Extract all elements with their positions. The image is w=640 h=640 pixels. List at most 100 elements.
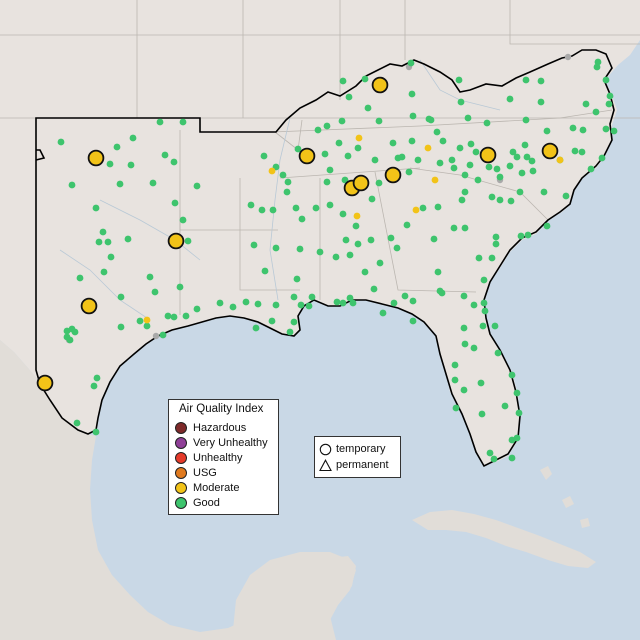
- monitor-marker-good[interactable]: [375, 179, 383, 187]
- monitor-marker-good[interactable]: [57, 138, 65, 146]
- monitor-marker-good[interactable]: [117, 323, 125, 331]
- monitor-marker-moderate-temporary[interactable]: [541, 142, 559, 160]
- monitor-marker-good[interactable]: [501, 402, 509, 410]
- monitor-marker-good[interactable]: [450, 224, 458, 232]
- monitor-marker-good[interactable]: [493, 165, 501, 173]
- monitor-marker-good[interactable]: [171, 199, 179, 207]
- monitor-marker-good[interactable]: [323, 178, 331, 186]
- monitor-marker-good[interactable]: [409, 297, 417, 305]
- monitor-marker-good[interactable]: [106, 160, 114, 168]
- monitor-marker-good[interactable]: [461, 171, 469, 179]
- monitor-marker-good[interactable]: [433, 128, 441, 136]
- monitor-marker-good[interactable]: [461, 224, 469, 232]
- monitor-marker-moderate-temporary[interactable]: [371, 76, 389, 94]
- monitor-marker-good[interactable]: [100, 268, 108, 276]
- monitor-marker-good[interactable]: [494, 349, 502, 357]
- monitor-marker-good[interactable]: [268, 317, 276, 325]
- monitor-marker-good[interactable]: [478, 410, 486, 418]
- monitor-marker-good[interactable]: [508, 371, 516, 379]
- monitor-marker-good[interactable]: [506, 162, 514, 170]
- monitor-marker-good[interactable]: [488, 254, 496, 262]
- monitor-marker-good[interactable]: [523, 153, 531, 161]
- monitor-marker-good[interactable]: [354, 240, 362, 248]
- monitor-marker-good[interactable]: [254, 300, 262, 308]
- monitor-marker-good[interactable]: [308, 293, 316, 301]
- monitor-marker-good[interactable]: [602, 125, 610, 133]
- monitor-marker-moderate-temporary[interactable]: [479, 146, 497, 164]
- monitor-marker-moderate[interactable]: [424, 144, 432, 152]
- monitor-marker-good[interactable]: [71, 328, 79, 336]
- monitor-marker-good[interactable]: [496, 173, 504, 181]
- monitor-marker-good[interactable]: [136, 317, 144, 325]
- monitor-marker-good[interactable]: [284, 178, 292, 186]
- monitor-marker-good[interactable]: [182, 312, 190, 320]
- monitor-marker-good[interactable]: [461, 188, 469, 196]
- monitor-marker-good[interactable]: [164, 312, 172, 320]
- monitor-marker-good[interactable]: [409, 112, 417, 120]
- monitor-marker-good[interactable]: [434, 203, 442, 211]
- monitor-marker-good[interactable]: [403, 221, 411, 229]
- monitor-marker-good[interactable]: [349, 299, 357, 307]
- monitor-marker-good[interactable]: [543, 222, 551, 230]
- monitor-marker-good[interactable]: [335, 139, 343, 147]
- monitor-marker-good[interactable]: [161, 151, 169, 159]
- monitor-marker-good[interactable]: [605, 100, 613, 108]
- monitor-marker-good[interactable]: [279, 171, 287, 179]
- monitor-marker-good[interactable]: [170, 158, 178, 166]
- monitor-marker-moderate[interactable]: [353, 212, 361, 220]
- monitor-marker-good[interactable]: [345, 93, 353, 101]
- monitor-marker-moderate-temporary[interactable]: [384, 166, 402, 184]
- monitor-marker-good[interactable]: [457, 98, 465, 106]
- monitor-marker-good[interactable]: [485, 163, 493, 171]
- monitor-marker-good[interactable]: [436, 159, 444, 167]
- monitor-marker-moderate[interactable]: [355, 134, 363, 142]
- monitor-marker-good[interactable]: [517, 232, 525, 240]
- monitor-marker-good[interactable]: [367, 236, 375, 244]
- monitor-marker-unknown[interactable]: [152, 332, 160, 340]
- monitor-marker-good[interactable]: [466, 161, 474, 169]
- monitor-marker-good[interactable]: [507, 197, 515, 205]
- monitor-marker-unknown[interactable]: [564, 53, 572, 61]
- monitor-marker-good[interactable]: [338, 117, 346, 125]
- monitor-marker-good[interactable]: [379, 309, 387, 317]
- monitor-marker-good[interactable]: [117, 293, 125, 301]
- monitor-marker-good[interactable]: [76, 274, 84, 282]
- monitor-marker-good[interactable]: [448, 156, 456, 164]
- monitor-marker-good[interactable]: [107, 253, 115, 261]
- monitor-marker-good[interactable]: [486, 449, 494, 457]
- monitor-marker-good[interactable]: [425, 115, 433, 123]
- monitor-marker-good[interactable]: [333, 298, 341, 306]
- monitor-marker-good[interactable]: [602, 76, 610, 84]
- monitor-marker-good[interactable]: [452, 404, 460, 412]
- monitor-marker-good[interactable]: [294, 145, 302, 153]
- monitor-marker-good[interactable]: [571, 147, 579, 155]
- monitor-marker-good[interactable]: [405, 168, 413, 176]
- monitor-marker-good[interactable]: [496, 196, 504, 204]
- monitor-marker-good[interactable]: [537, 77, 545, 85]
- monitor-marker-good[interactable]: [170, 313, 178, 321]
- monitor-marker-good[interactable]: [129, 134, 137, 142]
- monitor-marker-good[interactable]: [470, 344, 478, 352]
- monitor-marker-good[interactable]: [455, 76, 463, 84]
- monitor-marker-good[interactable]: [90, 382, 98, 390]
- monitor-marker-moderate[interactable]: [143, 316, 151, 324]
- monitor-marker-good[interactable]: [242, 298, 250, 306]
- monitor-marker-good[interactable]: [346, 251, 354, 259]
- monitor-marker-good[interactable]: [283, 188, 291, 196]
- monitor-marker-good[interactable]: [436, 287, 444, 295]
- monitor-marker-good[interactable]: [260, 152, 268, 160]
- monitor-marker-good[interactable]: [393, 244, 401, 252]
- monitor-marker-good[interactable]: [376, 259, 384, 267]
- monitor-marker-good[interactable]: [483, 119, 491, 127]
- monitor-marker-good[interactable]: [316, 248, 324, 256]
- monitor-marker-good[interactable]: [594, 58, 602, 66]
- monitor-marker-good[interactable]: [587, 165, 595, 173]
- monitor-marker-good[interactable]: [68, 181, 76, 189]
- monitor-marker-good[interactable]: [66, 336, 74, 344]
- monitor-marker-good[interactable]: [540, 188, 548, 196]
- monitor-marker-good[interactable]: [579, 126, 587, 134]
- monitor-marker-good[interactable]: [461, 340, 469, 348]
- monitor-marker-good[interactable]: [430, 235, 438, 243]
- monitor-marker-good[interactable]: [472, 148, 480, 156]
- monitor-marker-good[interactable]: [492, 233, 500, 241]
